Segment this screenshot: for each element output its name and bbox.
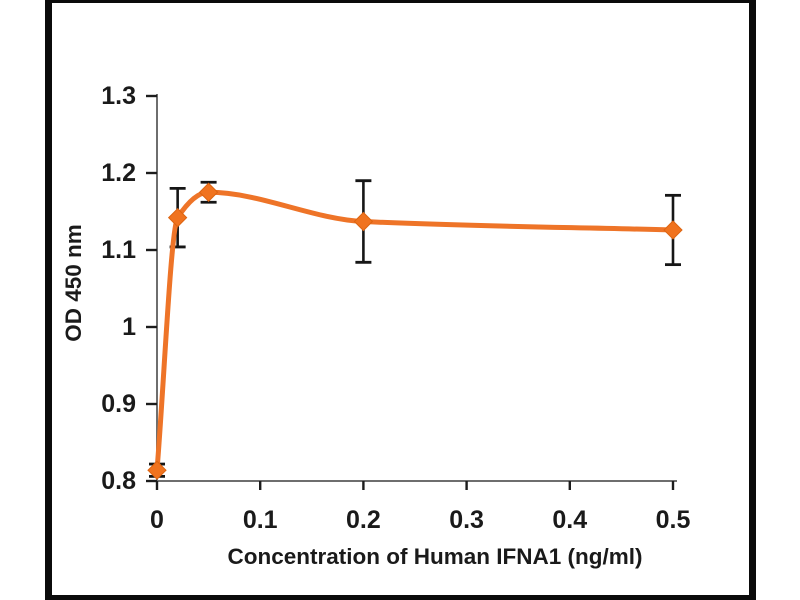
chart-frame-border [45,0,756,600]
tick-marks-group [146,94,675,490]
y-tick-label: 0.8 [101,467,136,495]
x-tick-label: 0.2 [346,506,381,534]
data-point-marker [167,207,188,228]
series-group [147,182,683,480]
y-tick-label: 1.1 [101,236,136,264]
data-point-marker [198,182,219,202]
tick-labels-group: 0.8 0.9 1 1.1 1.2 1.3 0 0.1 0.2 0.3 0.4 0.5 [101,82,690,534]
x-tick-label: 0 [150,506,164,534]
data-point-marker [353,211,374,232]
y-tick-label: 0.9 [101,390,136,418]
y-tick-label: 1 [122,313,136,341]
y-tick-label: 1.2 [101,159,136,187]
x-tick-label: 0.5 [656,506,691,534]
y-axis-title: OD 450 nm [61,224,86,342]
axes-group [156,94,677,482]
x-axis-title: Concentration of Human IFNA1 (ng/ml) [228,544,643,569]
series-line [154,189,676,473]
x-tick-label: 0.1 [243,506,278,534]
data-point-marker [663,220,683,240]
x-tick-label: 0.3 [449,506,484,534]
data-point-marker [147,460,167,480]
x-tick-label: 0.4 [552,506,587,534]
y-tick-label: 1.3 [101,82,136,110]
